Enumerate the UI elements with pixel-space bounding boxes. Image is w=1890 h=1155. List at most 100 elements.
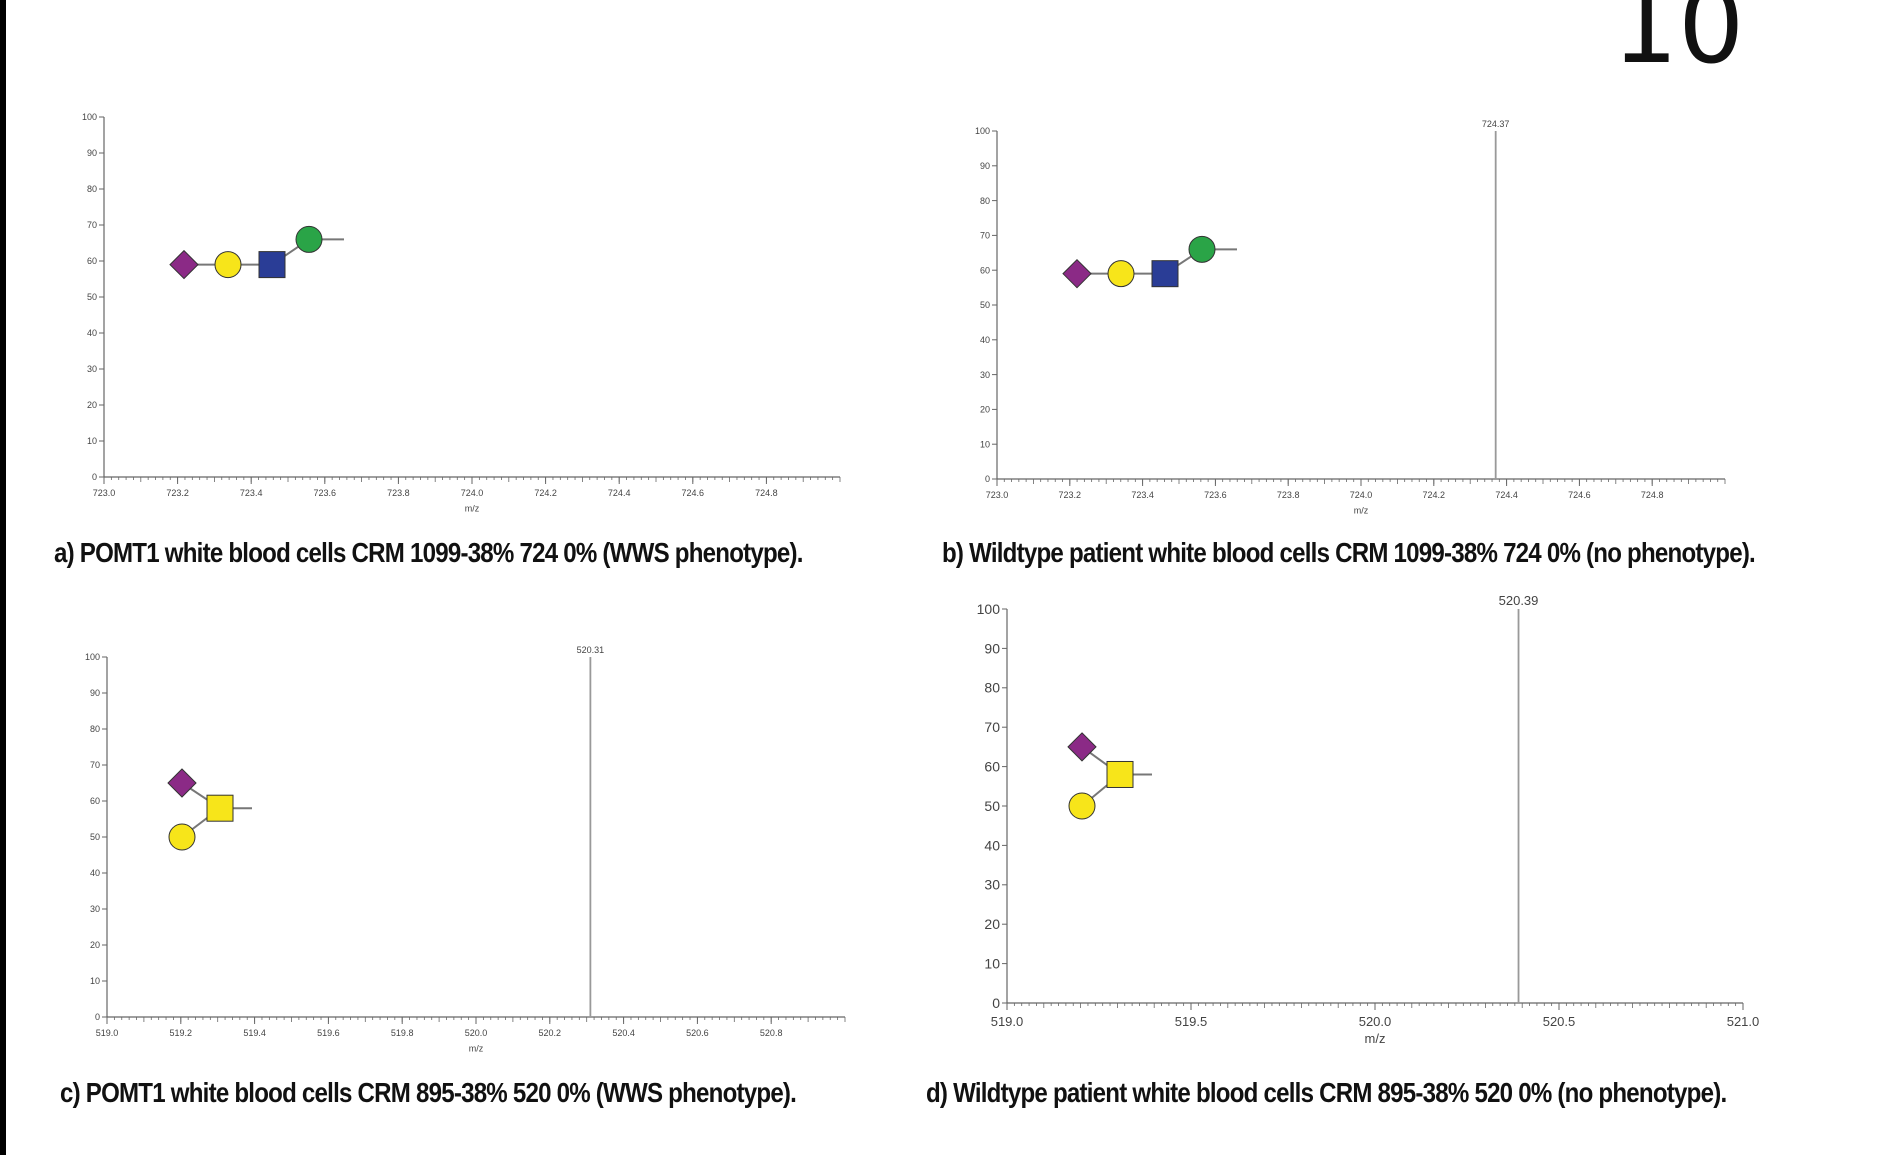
x-tick-label: 723.2 <box>1059 490 1082 500</box>
x-tick-label: 520.0 <box>465 1028 488 1038</box>
left-border-bar <box>0 0 6 1155</box>
x-tick-label: 724.6 <box>1568 490 1591 500</box>
y-tick-label: 20 <box>87 400 97 410</box>
y-tick-label: 20 <box>980 405 990 415</box>
x-tick-label: 723.6 <box>314 488 337 498</box>
x-tick-label: 519.4 <box>243 1028 266 1038</box>
spectrum-panel-b: 0 10 20 30 40 50 60 70 80 90 100 723.0 723.2 723.4 723… <box>945 55 1755 525</box>
y-tick-label: 30 <box>87 364 97 374</box>
x-axis-label: m/z <box>469 1044 484 1054</box>
x-tick-label: 724.2 <box>1423 490 1446 500</box>
glcnac-square <box>258 251 286 279</box>
x-tick-label: 520.2 <box>539 1028 562 1038</box>
peak-label: 724.37 <box>1482 119 1510 129</box>
y-tick-label: 100 <box>82 112 97 122</box>
page-number: 10 <box>1612 0 1745 87</box>
y-tick-label: 60 <box>984 759 1000 775</box>
x-axis-label: m/z <box>1365 1031 1386 1046</box>
x-tick-label: 519.2 <box>170 1028 193 1038</box>
y-tick-label: 50 <box>980 300 990 310</box>
y-tick-label: 10 <box>87 436 97 446</box>
y-tick-label: 60 <box>980 265 990 275</box>
spectrum-panel-a: 0 10 20 30 40 50 60 70 80 90 100 723.0 723.2 723.4 723… <box>60 55 860 525</box>
glycan-structure <box>1062 235 1237 289</box>
sialic-acid-diamond <box>169 249 199 280</box>
y-tick-label: 0 <box>985 474 990 484</box>
y-tick-label: 60 <box>90 796 100 806</box>
x-tick-label: 724.4 <box>608 488 631 498</box>
y-tick-label: 90 <box>980 161 990 171</box>
y-tick-label: 40 <box>980 335 990 345</box>
x-tick-label: 723.0 <box>93 488 116 498</box>
spectrum-chart-c: 0 10 20 30 40 50 60 70 80 90 100 519.0 519.2 519.4 519… <box>85 645 846 1054</box>
y-tick-label: 90 <box>87 148 97 158</box>
x-tick-label: 519.6 <box>317 1028 340 1038</box>
galactose-circle <box>1107 260 1135 288</box>
y-tick-label: 10 <box>90 976 100 986</box>
x-tick-label: 723.0 <box>986 490 1009 500</box>
y-tick-label: 30 <box>90 904 100 914</box>
y-tick-label: 70 <box>90 760 100 770</box>
y-tick-label: 10 <box>984 956 1000 972</box>
y-tick-label: 10 <box>980 439 990 449</box>
x-tick-label: 724.8 <box>755 488 778 498</box>
x-tick-label: 724.4 <box>1495 490 1518 500</box>
sialic-acid-diamond <box>1067 732 1097 762</box>
sialic-acid-diamond <box>167 768 197 798</box>
glcnac-square <box>1151 260 1179 288</box>
y-tick-label: 20 <box>984 916 1000 932</box>
y-tick-label: 50 <box>984 798 1000 814</box>
y-tick-label: 50 <box>87 292 97 302</box>
y-tick-label: 100 <box>85 652 100 662</box>
x-tick-label: 519.0 <box>991 1014 1024 1029</box>
x-axis-label: m/z <box>465 504 480 514</box>
x-tick-label: 520.4 <box>612 1028 635 1038</box>
y-tick-label: 80 <box>980 196 990 206</box>
caption-b: b) Wildtype patient white blood cells CR… <box>942 537 1756 568</box>
x-tick-label: 723.8 <box>1277 490 1300 500</box>
y-tick-label: 50 <box>90 832 100 842</box>
x-tick-label: 724.0 <box>461 488 484 498</box>
galnac-square <box>206 794 234 822</box>
y-tick-label: 80 <box>87 184 97 194</box>
spectrum-chart-d: 0 10 20 30 40 50 60 70 80 90 100 519.0 519.5 520.0 520… <box>977 593 1760 1046</box>
caption-c: c) POMT1 white blood cells CRM 895-38% 5… <box>60 1077 797 1108</box>
x-tick-label: 723.2 <box>166 488 189 498</box>
x-tick-label: 520.5 <box>1543 1014 1576 1029</box>
y-tick-label: 100 <box>975 126 990 136</box>
spectrum-chart-b: 0 10 20 30 40 50 60 70 80 90 100 723.0 723.2 723.4 723… <box>975 119 1726 516</box>
peak-label: 520.39 <box>1499 593 1539 608</box>
y-tick-label: 100 <box>977 601 1001 617</box>
y-tick-label: 30 <box>980 370 990 380</box>
y-tick-label: 70 <box>980 231 990 241</box>
y-tick-label: 80 <box>90 724 100 734</box>
glycan-structure <box>167 768 252 851</box>
x-tick-label: 519.8 <box>391 1028 414 1038</box>
mannose-circle <box>1188 235 1216 263</box>
x-tick-label: 724.2 <box>534 488 557 498</box>
y-tick-label: 40 <box>984 837 1000 853</box>
galnac-square <box>1106 760 1134 788</box>
glycan-structure <box>169 225 344 280</box>
galactose-circle <box>1068 792 1096 820</box>
spectrum-panel-c: 0 10 20 30 40 50 60 70 80 90 100 519.0 519.2 519.4 519… <box>65 595 865 1065</box>
y-tick-label: 0 <box>92 472 97 482</box>
mannose-circle <box>295 225 323 253</box>
x-tick-label: 724.8 <box>1641 490 1664 500</box>
x-tick-label: 723.6 <box>1204 490 1227 500</box>
x-tick-label: 723.8 <box>387 488 410 498</box>
y-tick-label: 40 <box>87 328 97 338</box>
x-tick-label: 724.0 <box>1350 490 1373 500</box>
y-tick-label: 30 <box>984 877 1000 893</box>
x-tick-label: 520.6 <box>686 1028 709 1038</box>
x-tick-label: 521.0 <box>1727 1014 1760 1029</box>
y-tick-label: 70 <box>87 220 97 230</box>
y-tick-label: 60 <box>87 256 97 266</box>
galactose-circle <box>214 251 242 279</box>
x-tick-label: 723.4 <box>240 488 263 498</box>
y-tick-label: 80 <box>984 680 1000 696</box>
y-tick-label: 40 <box>90 868 100 878</box>
y-tick-label: 90 <box>984 640 1000 656</box>
x-tick-label: 723.4 <box>1131 490 1154 500</box>
galactose-circle <box>168 823 196 851</box>
